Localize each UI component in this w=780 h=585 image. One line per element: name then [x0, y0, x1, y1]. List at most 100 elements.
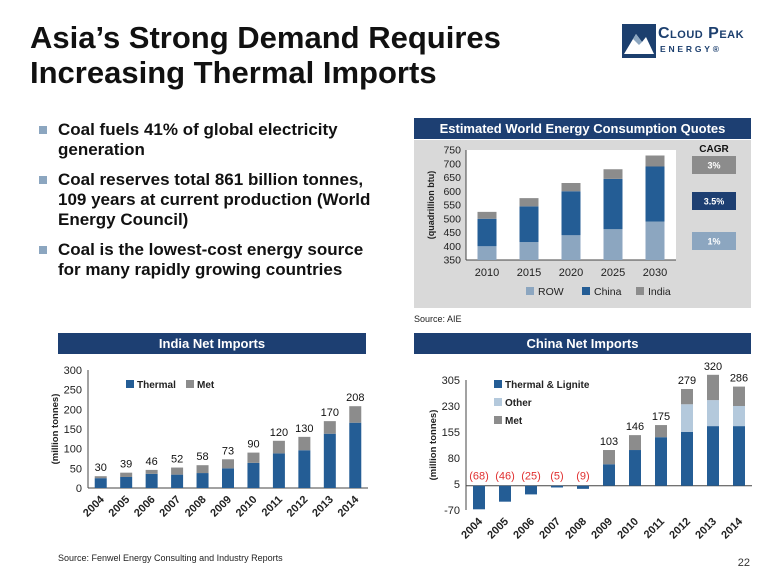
- bar-segment-met: [94, 476, 107, 479]
- bullet-line: for many rapidly growing countries: [58, 260, 343, 279]
- bar-segment-row: [645, 221, 665, 260]
- legend-swatch: [526, 287, 534, 295]
- y-tick-label: 200: [64, 404, 82, 416]
- bar-segment-thermal: [145, 473, 158, 488]
- bar-segment-0: [707, 426, 719, 486]
- y-tick-label: 300: [64, 365, 82, 377]
- data-label: 146: [626, 421, 644, 433]
- bar-segment-1: [733, 406, 745, 427]
- world-energy-header: Estimated World Energy Consumption Quote…: [414, 118, 751, 139]
- y-tick-label: 5: [454, 479, 460, 491]
- bar-segment-row: [561, 235, 581, 260]
- bar-segment-thermal: [94, 478, 107, 488]
- title-line-1: Asia’s Strong Demand Requires: [30, 20, 501, 55]
- bar-segment-met: [171, 467, 184, 475]
- data-label: 46: [146, 456, 158, 468]
- y-tick-label: 450: [443, 227, 461, 239]
- bar-segment-0: [681, 432, 693, 486]
- bar-segment-met: [145, 469, 158, 474]
- x-tick-label: 2007: [537, 516, 563, 542]
- bar-segment-2: [655, 425, 667, 438]
- y-axis-label: (million tonnes): [50, 394, 61, 465]
- y-tick-label: 100: [64, 444, 82, 456]
- y-tick-label: 750: [443, 145, 461, 157]
- cagr-label: 3.5%: [704, 197, 725, 207]
- data-label: 58: [196, 451, 208, 463]
- x-tick-label: 2010: [475, 267, 499, 279]
- bar-segment-2: [707, 374, 719, 401]
- y-tick-label: 650: [443, 172, 461, 184]
- bar-segment-0: [733, 426, 745, 486]
- bar-segment-thermal: [222, 468, 234, 488]
- x-tick-label: 2009: [208, 494, 234, 520]
- bar-segment-1: [681, 404, 693, 432]
- x-tick-label: 2006: [132, 494, 158, 520]
- bullet-item: Coal reserves total 861 billion tonnes, …: [39, 170, 408, 230]
- data-label: 73: [222, 445, 234, 457]
- data-label: (68): [469, 471, 489, 483]
- cagr-box: [692, 232, 736, 250]
- data-label: (25): [521, 471, 541, 483]
- x-tick-label: 2025: [601, 267, 625, 279]
- x-tick-label: 2011: [642, 516, 667, 541]
- x-tick-label: 2007: [157, 494, 183, 520]
- data-label: 130: [295, 423, 313, 435]
- x-tick-label: 2005: [485, 516, 511, 542]
- legend-label: China: [594, 286, 622, 298]
- bullet-line: Coal fuels 41% of global electricity: [58, 120, 338, 139]
- bar-segment-met: [272, 440, 285, 454]
- y-tick-label: 80: [448, 453, 460, 465]
- bar-segment-row: [477, 246, 497, 260]
- x-tick-label: 2014: [336, 493, 362, 519]
- data-label: 170: [321, 407, 339, 419]
- bar-segment-0: [499, 485, 511, 502]
- x-tick-label: 2015: [517, 267, 541, 279]
- legend-label: India: [648, 286, 671, 298]
- data-label: (9): [576, 471, 589, 483]
- legend-swatch: [186, 380, 194, 388]
- data-label: 52: [171, 454, 183, 466]
- world-energy-chart: 350400450500550600650700750(quadrillion …: [414, 140, 751, 308]
- y-tick-label: 155: [442, 427, 460, 439]
- y-tick-label: 550: [443, 200, 461, 212]
- bar-segment-china: [519, 206, 539, 243]
- cagr-label: 1%: [707, 237, 720, 247]
- x-tick-label: 2020: [559, 267, 583, 279]
- bar-segment-india: [519, 198, 539, 207]
- legend-label: ROW: [538, 286, 564, 298]
- china-imports-chart: -70 5 80 155 230 305 (million tonnes) (68) 2004 (…: [428, 361, 752, 542]
- x-tick-label: 2008: [563, 516, 589, 542]
- y-tick-label: 50: [70, 463, 82, 475]
- bar-segment-thermal: [272, 453, 285, 488]
- legend-swatch: [582, 287, 590, 295]
- bar-segment-thermal: [323, 433, 336, 488]
- legend-label: Met: [197, 380, 215, 391]
- bullet-square-icon: [39, 176, 47, 184]
- y-tick-label: 500: [443, 213, 461, 225]
- bar-segment-china: [561, 191, 581, 236]
- bar-segment-met: [247, 452, 260, 463]
- bar-segment-india: [561, 183, 581, 192]
- legend-label: Other: [505, 398, 532, 409]
- legend-swatch: [126, 380, 134, 388]
- bar-segment-2: [733, 386, 745, 406]
- logo-sub: ENERGY®: [660, 44, 722, 54]
- bar-segment-india: [603, 169, 623, 179]
- bar-segment-1: [707, 400, 719, 427]
- data-label: 120: [270, 427, 288, 439]
- x-tick-label: 2009: [589, 516, 615, 542]
- cagr-title: CAGR: [699, 144, 729, 155]
- bar-segment-china: [645, 166, 665, 222]
- y-tick-label: -70: [444, 505, 460, 517]
- bullet-square-icon: [39, 126, 47, 134]
- legend-swatch: [636, 287, 644, 295]
- y-tick-label: 400: [443, 241, 461, 253]
- legend-label: Thermal: [137, 380, 176, 391]
- bar-segment-china: [477, 218, 497, 247]
- legend-swatch: [494, 416, 502, 424]
- cagr-label: 3%: [707, 161, 720, 171]
- bullet-line: Coal reserves total 861 billion tonnes,: [58, 170, 364, 189]
- china-imports-header: China Net Imports: [414, 333, 751, 354]
- logo-name: Cloud Peak: [658, 25, 745, 42]
- x-tick-label: 2008: [183, 494, 209, 520]
